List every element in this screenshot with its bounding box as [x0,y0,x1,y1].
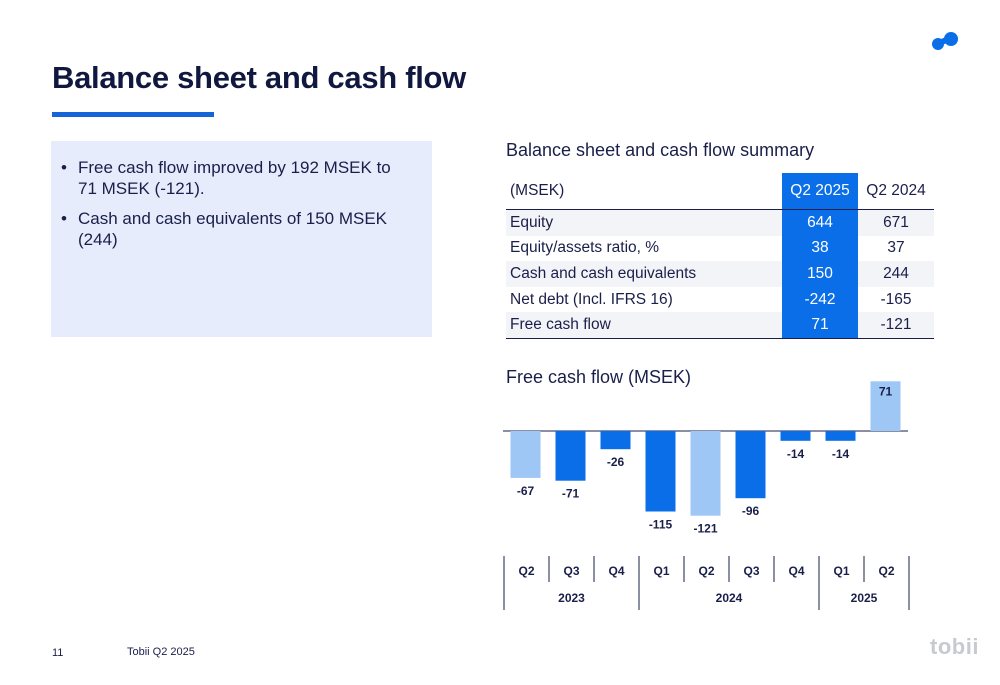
chart-bar [870,381,901,431]
highlight-text: Free cash flow improved by 192 MSEK to 7… [78,158,391,198]
cell-value: -242 [782,286,858,313]
data-label: -71 [562,487,580,501]
row-label: Net debt (Incl. IFRS 16) [510,290,673,308]
cell-value: 244 [858,261,934,287]
summary-table-title: Balance sheet and cash flow summary [506,140,815,160]
row-label: Free cash flow [506,312,782,339]
chart-bar [780,431,811,441]
data-label: -14 [787,447,805,461]
table-header-row: (MSEK) Q2 2025 Q2 2024 [506,173,934,210]
cell-value: -165 [880,290,912,308]
cell-value: -121 [858,312,934,339]
free-cash-flow-chart: -67 -71 -26 -115 -121 -96 -14 -14 71 Q2 Q3 Q4 Q1 Q2 Q3… [503,381,910,610]
column-header: (MSEK) [506,173,782,210]
chart-bar [825,431,856,441]
footer-text: Tobii Q2 2025 [127,646,195,658]
category-label: Q2 [878,564,894,578]
data-label: 71 [879,384,893,398]
cell-value: 671 [858,209,934,236]
category-label: Q3 [563,564,579,578]
data-label: -26 [607,455,625,469]
brand-logo: tobii [930,634,979,659]
highlights-panel: • Free cash flow improved by 192 MSEK to… [51,141,432,337]
chart-title: Free cash flow (MSEK) [506,367,692,387]
category-label: Q1 [833,564,849,578]
data-label: -115 [649,518,673,532]
highlight-item: • Free cash flow improved by 192 MSEK to… [61,157,398,199]
data-label: -14 [832,447,850,461]
table-row: Cash and cash equivalents 150 244 [506,261,934,287]
table-row: Equity/assets ratio, % 38 37 [506,235,934,262]
bullet-marker: • [61,209,67,228]
chart-bar [735,431,766,499]
year-label: 2025 [851,591,878,605]
category-label: Q1 [653,564,669,578]
year-label: 2023 [558,591,585,605]
cell-value: 150 [782,261,858,287]
row-label: Equity [506,209,782,236]
table-row: Equity 644 671 [506,209,934,236]
tobii-logo-icon [932,32,958,50]
row-label: Cash and cash equivalents [506,261,782,287]
highlights-list: • Free cash flow improved by 192 MSEK to… [61,157,410,250]
cell-value: 644 [782,209,858,236]
category-label: Q2 [518,564,534,578]
column-header: Q2 2025 [782,173,858,210]
cell-value: 37 [887,239,905,257]
category-label: Q3 [743,564,759,578]
chart-bar [600,431,631,450]
category-label: Q4 [788,564,804,578]
chart-bar [510,431,541,478]
highlight-text: Cash and cash equivalents of 150 MSEK (2… [78,209,388,249]
data-label: -121 [693,522,717,536]
highlight-item: • Cash and cash equivalents of 150 MSEK … [61,208,398,250]
title-underline [52,112,214,117]
page-number: 11 [52,647,64,659]
category-label: Q4 [608,564,624,578]
chart-bar [645,431,676,512]
table-row: Net debt (Incl. IFRS 16) -242 -165 [506,286,934,313]
chart-bar [555,431,586,481]
year-label: 2024 [716,591,743,605]
chart-bar [690,431,721,516]
cell-value: 38 [782,235,858,262]
data-label: -67 [517,484,535,498]
summary-table: (MSEK) Q2 2025 Q2 2024 Equity 644 671 Eq… [506,173,934,339]
row-label: Equity/assets ratio, % [510,239,660,257]
page-title: Balance sheet and cash flow [52,60,466,95]
bullet-marker: • [61,158,67,177]
data-label: -96 [742,504,760,518]
column-header: Q2 2024 [858,173,934,210]
table-row: Free cash flow 71 -121 [506,312,934,339]
category-label: Q2 [698,564,714,578]
cell-value: 71 [782,312,858,339]
